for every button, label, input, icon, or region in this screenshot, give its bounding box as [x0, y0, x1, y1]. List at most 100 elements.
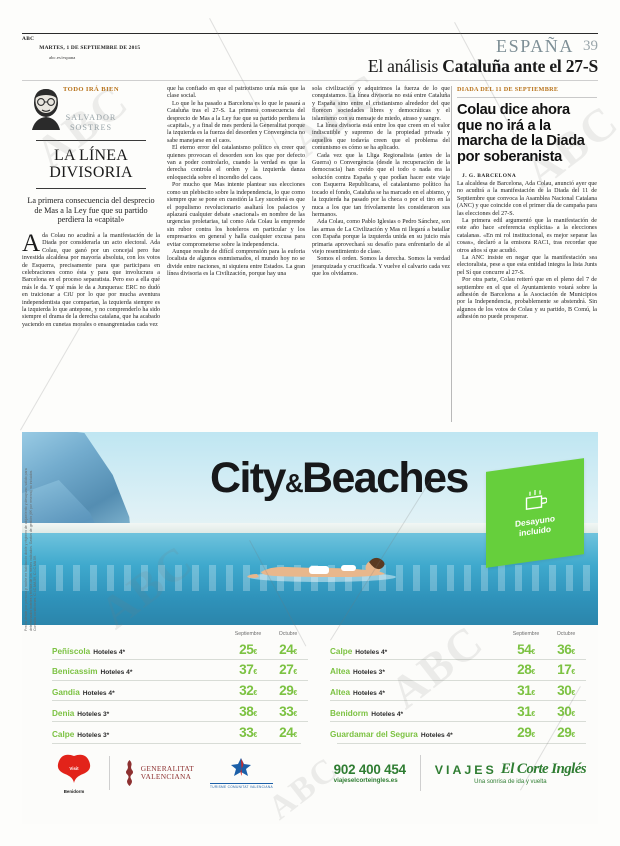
opinion-author: SALVADOR SOSTRES: [22, 113, 160, 132]
table-row[interactable]: Peñíscola Hoteles 4* 25€ 24€: [52, 639, 308, 660]
opinion-column: TODO IRÁ BIEN SALVADOR SOSTRES LA LÍNEA …: [22, 86, 160, 329]
hotel-category: Hoteles 4*: [420, 731, 453, 739]
benidorm-mark-text: Visit: [69, 766, 79, 771]
author-portrait: [32, 89, 60, 130]
price-september: 54€: [517, 641, 535, 657]
price-table-right: Septiembre Octubre Calpe Hoteles 4* 54€ …: [330, 631, 586, 742]
hotel-category: Hoteles 4*: [82, 690, 115, 698]
header-rule: [22, 80, 598, 81]
news-kicker: DIADA DEL 11 DE SEPTIEMBRE: [457, 86, 559, 93]
opinion-column-2: que ha confiado en que el patriotismo un…: [167, 86, 305, 279]
price-october: 30€: [557, 703, 575, 719]
price-september: 28€: [517, 662, 535, 678]
coffee-cup-icon: [525, 489, 547, 511]
destination-name: Gandia: [52, 688, 80, 698]
column-divider: [451, 86, 452, 422]
generalitat-text: GENERALITAT VALENCIANA: [140, 763, 194, 782]
ad-legal-side-copy: Precio desde por persona y noche en habi…: [24, 468, 38, 631]
hotel-category: Hoteles 4*: [371, 710, 404, 718]
sunbather-illustration: [247, 557, 396, 582]
destination-name: Guardamar del Segura: [330, 729, 418, 739]
opinion-column-3: sola civilización y adquirimos la fuerza…: [312, 86, 450, 279]
opinion-paragraph: sola civilización y adquirimos la fuerza…: [312, 86, 450, 122]
destination-name: Peñíscola: [52, 646, 91, 656]
generalitat-valenciana-logo: GENERALITAT VALENCIANA: [123, 759, 194, 787]
table-row[interactable]: Benicassim Hoteles 4* 37€ 27€: [52, 660, 308, 681]
news-paragraph: La ANC insiste en negar que la manifesta…: [457, 254, 597, 276]
table-row[interactable]: Calpe Hoteles 3* 33€ 24€: [52, 722, 308, 742]
price-october: 30€: [557, 683, 575, 699]
table-row[interactable]: Calpe Hoteles 4* 54€ 36€: [330, 639, 586, 660]
opinion-paragraph: que ha confiado en que el patriotismo un…: [167, 86, 305, 100]
benidorm-logo: Visit Benidorm: [52, 753, 96, 794]
ad-hero-photo: City&Beaches Desayuno incluido: [22, 432, 598, 625]
opinion-paragraph: La línea divisoria está entre los que cr…: [312, 123, 450, 152]
turisme-logo: TURISME COMUNITAT VALENCIANA: [210, 757, 273, 789]
logo-divider: [109, 756, 110, 790]
table-row[interactable]: Denia Hoteles 3* 38€ 33€: [52, 701, 308, 723]
opinion-title-line2: DIVISORIA: [49, 164, 133, 182]
price-september: 37€: [239, 662, 257, 678]
price-october: 29€: [557, 724, 575, 740]
hotel-category: Hoteles 4*: [353, 690, 385, 698]
advertisement[interactable]: City&Beaches Desayuno incluido Precio de…: [22, 432, 598, 824]
table-row[interactable]: Guardamar del Segura Hoteles 4* 29€ 29€: [330, 722, 586, 742]
destination-name: Denia: [52, 708, 75, 718]
opinion-standfirst: La primera consecuencia del desprecio de…: [27, 196, 155, 225]
column-header-september: Septiembre: [234, 631, 262, 637]
contact-block[interactable]: 902 400 454 viajeselcorteingles.es VIAJE…: [333, 755, 587, 791]
table-row[interactable]: Benidorm Hoteles 4* 31€ 30€: [330, 701, 586, 723]
masthead-date: MARTES, 1 DE SEPTIEMBRE DE 2015: [39, 45, 141, 51]
website-url[interactable]: viajeselcorteingles.es: [333, 777, 398, 784]
price-september: 29€: [517, 724, 535, 740]
brand-viajes: VIAJES: [434, 762, 497, 777]
ad-body: Precio desde por persona y noche en habi…: [22, 468, 598, 824]
price-tables: Septiembre Octubre Peñíscola Hoteles 4* …: [52, 631, 586, 742]
section-kicker-light: El análisis: [367, 56, 439, 76]
price-september: 33€: [239, 724, 257, 740]
price-september: 31€: [517, 703, 535, 719]
ad-title: City&Beaches: [210, 454, 469, 503]
price-september: 38€: [239, 703, 257, 719]
price-september: 32€: [239, 683, 257, 699]
price-october: 24€: [279, 641, 297, 657]
table-row[interactable]: Altea Hoteles 3* 28€ 17€: [330, 660, 586, 681]
price-october: 29€: [279, 683, 297, 699]
top-rule: [22, 33, 598, 34]
generalitat-line1: GENERALITAT: [140, 763, 194, 773]
opinion-paragraph: Aunque resulte de difícil comprensión pa…: [167, 248, 305, 278]
phone-number[interactable]: 902 400 454: [333, 762, 406, 777]
table-row[interactable]: Altea Hoteles 4* 31€ 30€: [330, 681, 586, 702]
opinion-author-first: SALVADOR: [65, 113, 117, 123]
price-october: 36€: [557, 641, 575, 657]
news-paragraph: La primera edil argumentó que la manifes…: [457, 217, 597, 254]
masthead: ABC MARTES, 1 DE SEPTIEMBRE DE 2015 abc.e…: [22, 36, 322, 60]
price-october: 27€: [279, 662, 297, 678]
hotel-category: Hoteles 3*: [353, 669, 385, 677]
hotel-category: Hoteles 4*: [355, 648, 388, 656]
masthead-brand: ABC: [22, 36, 35, 42]
brand-slogan: Una sonrisa de ida y vuelta: [474, 779, 547, 785]
hotel-category: Hoteles 3*: [77, 731, 110, 739]
benidorm-mark-icon: Visit: [57, 754, 91, 783]
section-kicker-bold: Cataluña ante el 27-S: [442, 56, 598, 76]
ad-title-ampersand: &: [284, 468, 304, 498]
news-column: DIADA DEL 11 DE SEPTIEMBRE Colau dice ah…: [457, 86, 597, 322]
destination-name: Calpe: [330, 646, 353, 656]
table-header-row: Septiembre Octubre: [52, 631, 308, 637]
generalitat-line2: VALENCIANA: [140, 772, 192, 781]
brand-block: VIAJES El Corte Inglés Una sonrisa de id…: [434, 761, 587, 785]
section-name: ESPAÑA: [496, 36, 574, 56]
pool-edge: [22, 523, 598, 533]
price-september: 25€: [239, 641, 257, 657]
price-table-left: Septiembre Octubre Peñíscola Hoteles 4* …: [52, 631, 308, 742]
hotel-category: Hoteles 4*: [100, 669, 133, 677]
table-header-row: Septiembre Octubre: [330, 631, 586, 637]
breakfast-badge: Desayuno incluido: [486, 458, 584, 568]
table-row[interactable]: Gandia Hoteles 4* 32€ 29€: [52, 681, 308, 702]
opinion-paragraph: Ada Colau, como Pablo Iglesias o Pedro S…: [312, 219, 450, 255]
ad-title-beaches: Beaches: [302, 454, 469, 502]
watermark-line: [20, 326, 81, 431]
news-paragraph: Por otra parte, Colau reiteró que en el …: [457, 277, 597, 321]
destination-name: Calpe: [52, 729, 75, 739]
